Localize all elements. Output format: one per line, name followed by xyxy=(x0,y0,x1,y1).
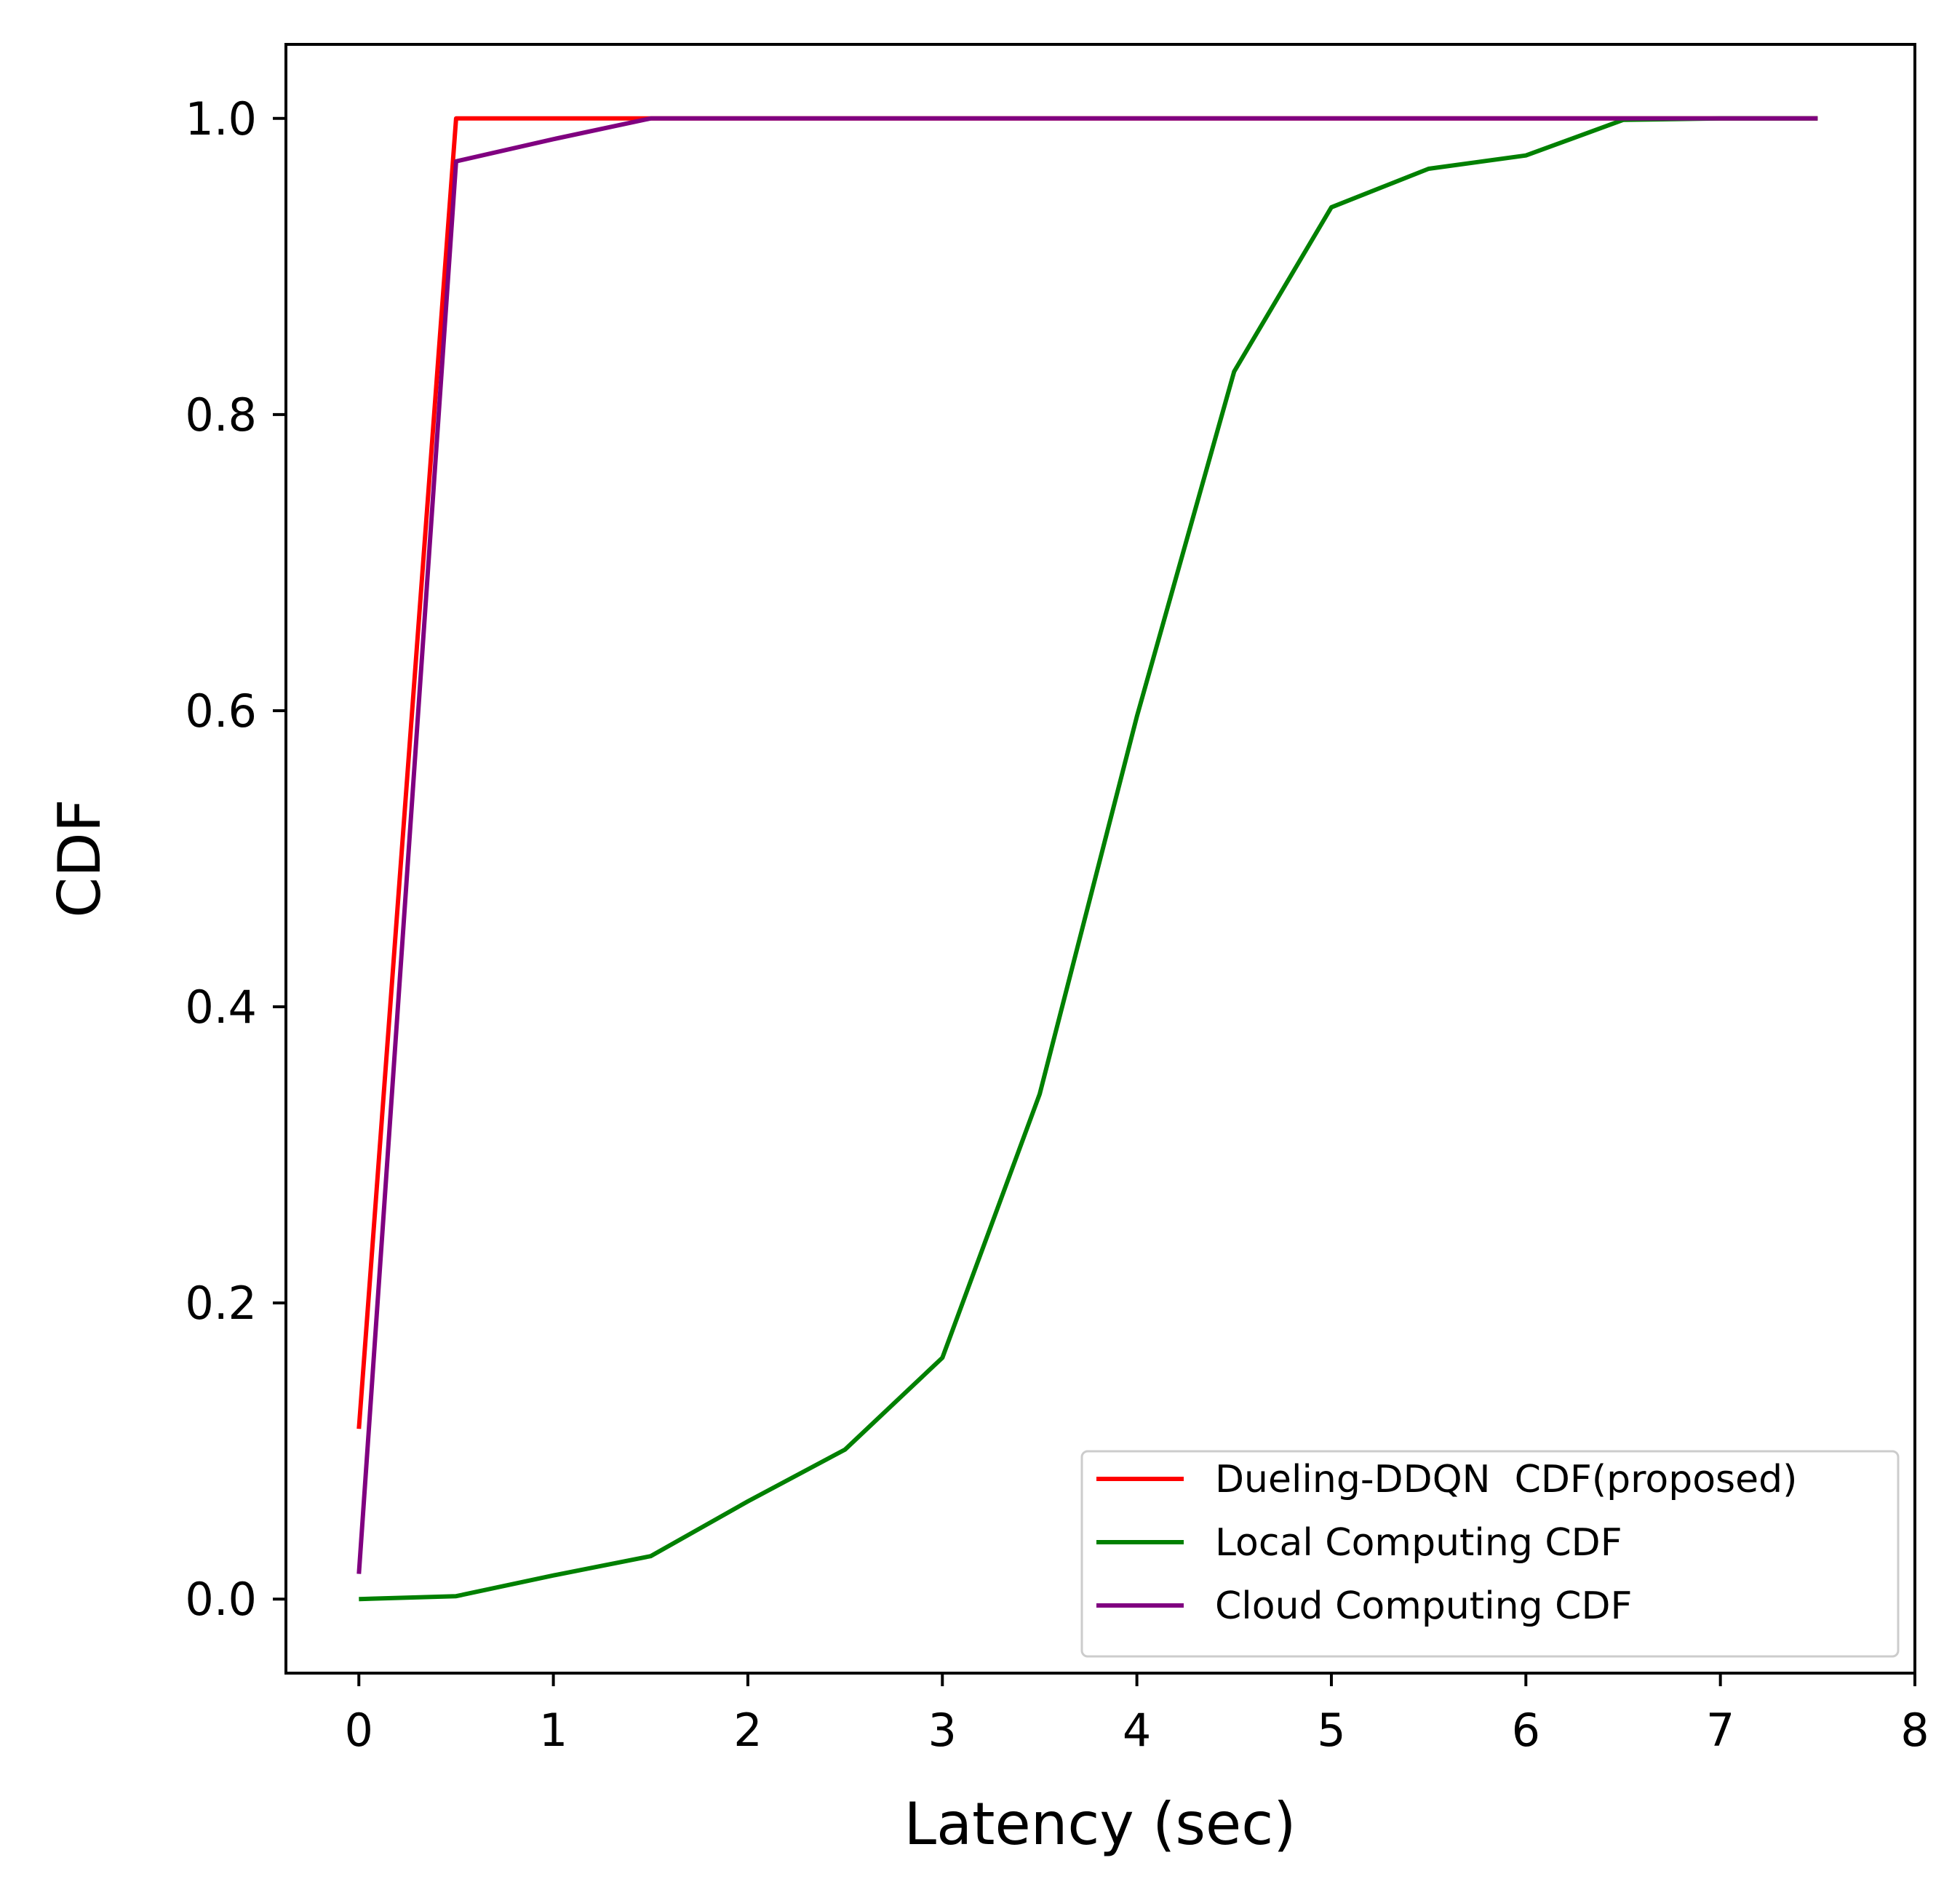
series-lines xyxy=(356,116,1818,1602)
x-tick-label: 4 xyxy=(1123,1704,1151,1757)
plot-frame xyxy=(284,43,1916,1675)
x-tick-label: 5 xyxy=(1317,1704,1345,1757)
x-tick-label: 1 xyxy=(539,1704,567,1757)
legend-label: Dueling-DDQN CDF(proposed) xyxy=(1215,1458,1797,1501)
series-line-3 xyxy=(356,116,1818,1574)
y-tick-label: 0.2 xyxy=(185,1277,257,1330)
y-tick-label: 1.0 xyxy=(185,92,257,145)
x-tick-label: 8 xyxy=(1900,1704,1929,1757)
x-tick-label: 0 xyxy=(345,1704,373,1757)
x-tick-label: 7 xyxy=(1706,1704,1734,1757)
legend-label: Cloud Computing CDF xyxy=(1215,1584,1632,1628)
x-tick-label: 6 xyxy=(1512,1704,1540,1757)
x-tick-label: 2 xyxy=(733,1704,762,1757)
y-axis-ticks: 0.0 0.2 0.4 0.6 0.8 1.0 xyxy=(185,92,286,1626)
legend-box xyxy=(1080,1450,1900,1658)
y-tick-label: 0.6 xyxy=(185,685,257,738)
y-tick-label: 0.0 xyxy=(185,1573,257,1626)
legend: Dueling-DDQN CDF(proposed) Local Computin… xyxy=(1080,1450,1900,1658)
y-tick-label: 0.8 xyxy=(185,388,257,442)
y-tick-label: 0.4 xyxy=(185,981,257,1034)
y-axis-title: CDF xyxy=(46,799,113,917)
x-tick-label: 3 xyxy=(928,1704,957,1757)
series-line-2 xyxy=(359,116,1818,1602)
x-axis-title: Latency (sec) xyxy=(904,1790,1296,1858)
legend-label: Local Computing CDF xyxy=(1215,1521,1622,1565)
x-axis-ticks: 0 1 2 3 4 5 6 7 8 xyxy=(345,1673,1929,1757)
